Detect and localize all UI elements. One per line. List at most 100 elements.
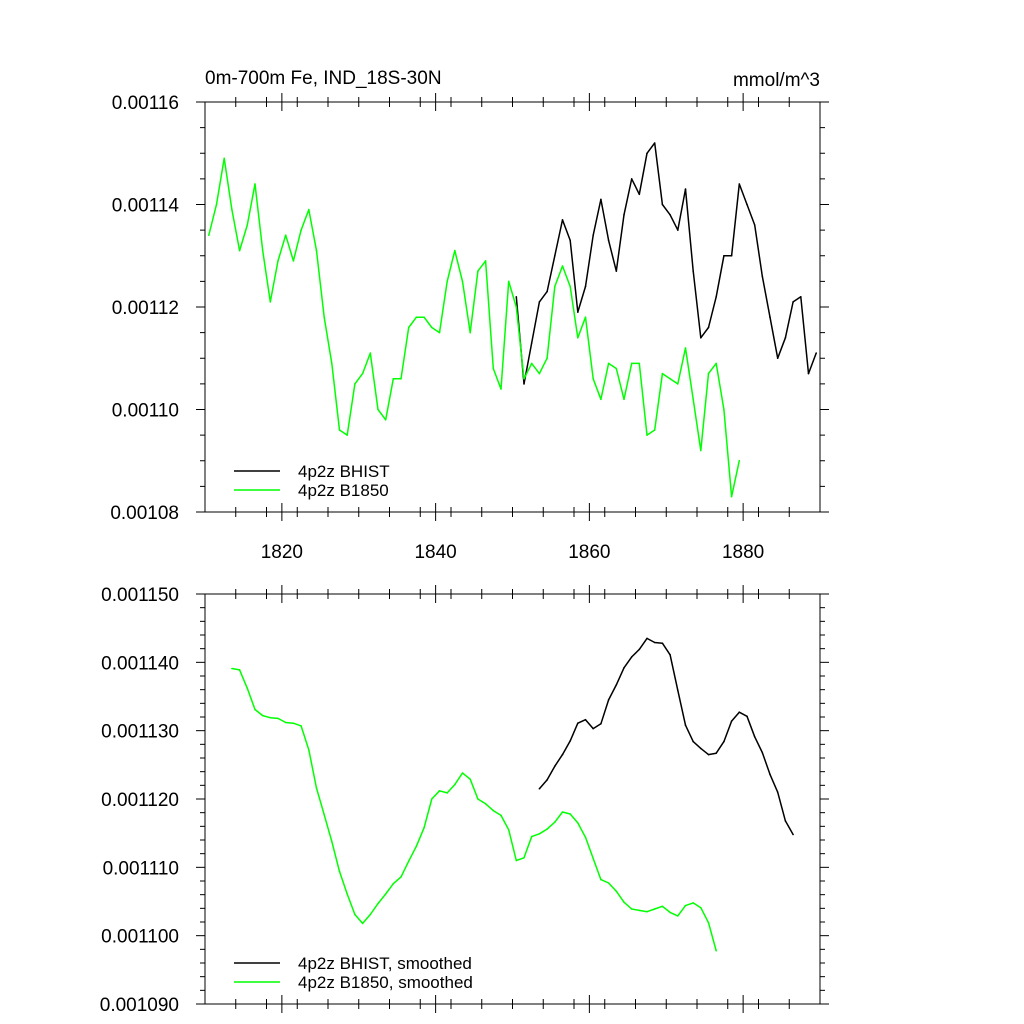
bottom-panel-y-ticks: 0.001090 0.001100 0.001110 0.001120 0.001130…	[100, 585, 829, 1016]
data-point-4p2z-b1850	[292, 260, 295, 262]
data-point-4p2z-b1850	[438, 331, 441, 334]
data-point-4p2z-b1850-smoothed	[507, 829, 510, 831]
data-point-4p2z-bhist	[815, 352, 817, 354]
data-point-4p2z-b1850	[208, 234, 210, 236]
data-point-4p2z-b1850-smoothed	[669, 911, 671, 914]
data-point-4p2z-b1850-smoothed	[523, 857, 525, 859]
data-point-4p2z-bhist-smoothed	[623, 667, 625, 669]
data-point-4p2z-b1850	[415, 316, 418, 319]
data-point-4p2z-bhist	[569, 239, 571, 242]
y-tick-label: 0.00116	[112, 93, 179, 114]
data-point-4p2z-b1850-smoothed	[300, 725, 302, 727]
data-point-4p2z-b1850	[600, 398, 602, 401]
data-point-4p2z-b1850	[223, 157, 225, 160]
data-point-4p2z-b1850-smoothed	[607, 882, 610, 884]
data-point-4p2z-bhist	[515, 296, 518, 298]
data-point-4p2z-b1850-smoothed	[546, 828, 548, 830]
data-point-4p2z-bhist-smoothed	[561, 753, 564, 756]
data-point-4p2z-b1850-smoothed	[600, 878, 602, 881]
data-point-4p2z-bhist-smoothed	[592, 727, 594, 730]
data-point-4p2z-bhist	[630, 178, 633, 180]
data-point-4p2z-b1850-smoothed	[407, 860, 410, 862]
data-point-4p2z-b1850-smoothed	[284, 721, 287, 724]
data-point-4p2z-b1850	[400, 378, 402, 380]
data-point-4p2z-b1850-smoothed	[630, 908, 633, 910]
data-point-4p2z-bhist-smoothed	[638, 648, 641, 651]
data-point-4p2z-b1850	[261, 249, 264, 252]
data-point-4p2z-b1850	[692, 398, 694, 401]
data-point-4p2z-b1850	[653, 429, 656, 431]
data-point-4p2z-bhist-smoothed	[692, 740, 694, 743]
data-point-4p2z-b1850	[361, 372, 364, 375]
data-point-4p2z-bhist-smoothed	[677, 689, 679, 692]
data-point-4p2z-b1850-smoothed	[715, 949, 717, 952]
data-point-4p2z-b1850	[238, 249, 241, 252]
data-point-4p2z-b1850	[323, 316, 326, 319]
data-point-4p2z-bhist	[592, 234, 594, 236]
data-point-4p2z-b1850	[715, 362, 717, 365]
data-point-4p2z-bhist-smoothed	[615, 684, 618, 686]
data-point-4p2z-bhist	[669, 214, 671, 216]
data-point-4p2z-bhist	[546, 290, 548, 293]
data-point-4p2z-b1850-smoothed	[461, 772, 464, 774]
legend-label-bhist-smoothed: 4p2z BHIST, smoothed	[298, 954, 472, 973]
data-point-4p2z-b1850	[454, 249, 456, 252]
data-point-4p2z-b1850-smoothed	[592, 857, 594, 860]
data-point-4p2z-bhist	[746, 203, 748, 206]
data-point-4p2z-bhist	[623, 214, 625, 216]
bottom-panel-legend: 4p2z BHIST, smoothed 4p2z B1850, smoothe…	[234, 954, 473, 992]
data-point-4p2z-bhist	[692, 270, 694, 272]
data-point-4p2z-bhist-smoothed	[784, 820, 787, 822]
data-point-4p2z-b1850	[630, 362, 633, 365]
data-point-4p2z-bhist	[653, 142, 656, 144]
data-point-4p2z-b1850-smoothed	[700, 906, 702, 909]
data-point-4p2z-b1850	[254, 183, 256, 185]
data-point-4p2z-bhist-smoothed	[723, 740, 725, 743]
bottom-panel-frame	[204, 593, 821, 1005]
data-point-4p2z-b1850	[461, 280, 464, 283]
data-point-4p2z-bhist	[753, 224, 756, 226]
data-point-4p2z-b1850	[354, 383, 356, 385]
y-tick-label: 0.00114	[112, 196, 180, 217]
data-point-4p2z-bhist-smoothed	[776, 791, 779, 793]
data-point-4p2z-b1850-smoothed	[331, 840, 333, 843]
top-panel-title: 0m-700m Fe, IND_18S-30N	[205, 68, 442, 89]
data-point-4p2z-b1850-smoothed	[261, 714, 264, 717]
y-tick-label: 0.001140	[101, 653, 179, 674]
data-point-4p2z-b1850	[331, 362, 333, 365]
legend-label-bhist: 4p2z BHIST	[298, 462, 390, 481]
data-point-4p2z-bhist-smoothed	[746, 715, 748, 718]
data-point-4p2z-b1850	[615, 367, 618, 370]
x-tick-label: 1840	[414, 542, 456, 563]
data-point-4p2z-b1850-smoothed	[484, 803, 487, 805]
data-point-4p2z-b1850	[308, 208, 310, 211]
data-point-4p2z-b1850-smoothed	[500, 814, 502, 817]
y-tick-label: 0.001120	[101, 790, 179, 811]
data-point-4p2z-bhist-smoothed	[707, 753, 710, 756]
top-panel-frame	[204, 101, 821, 513]
data-point-4p2z-bhist-smoothed	[646, 637, 648, 640]
data-point-4p2z-b1850	[646, 434, 648, 436]
data-point-4p2z-b1850	[246, 224, 249, 226]
data-point-4p2z-bhist	[538, 301, 541, 303]
data-point-4p2z-b1850-smoothed	[661, 905, 664, 908]
data-point-4p2z-b1850-smoothed	[369, 913, 372, 916]
data-point-4p2z-bhist	[584, 285, 587, 288]
data-point-4p2z-bhist	[730, 255, 733, 257]
data-point-4p2z-bhist	[715, 296, 717, 298]
data-point-4p2z-bhist-smoothed	[738, 711, 741, 713]
data-point-4p2z-b1850	[515, 306, 518, 308]
data-point-4p2z-bhist-smoothed	[607, 699, 610, 701]
legend-label-b1850-smoothed: 4p2z B1850, smoothed	[298, 973, 473, 992]
data-point-4p2z-b1850	[407, 326, 410, 329]
data-point-4p2z-b1850	[423, 316, 425, 319]
y-tick-label: 0.001150	[101, 585, 179, 606]
data-point-4p2z-bhist	[577, 311, 579, 313]
data-point-4p2z-b1850-smoothed	[454, 783, 456, 786]
data-point-4p2z-b1850-smoothed	[315, 787, 318, 789]
data-point-4p2z-b1850	[669, 378, 671, 380]
data-point-4p2z-b1850	[431, 326, 433, 329]
data-point-4p2z-b1850-smoothed	[400, 876, 402, 878]
data-point-4p2z-b1850-smoothed	[569, 813, 571, 815]
bottom-panel-series	[231, 637, 794, 952]
